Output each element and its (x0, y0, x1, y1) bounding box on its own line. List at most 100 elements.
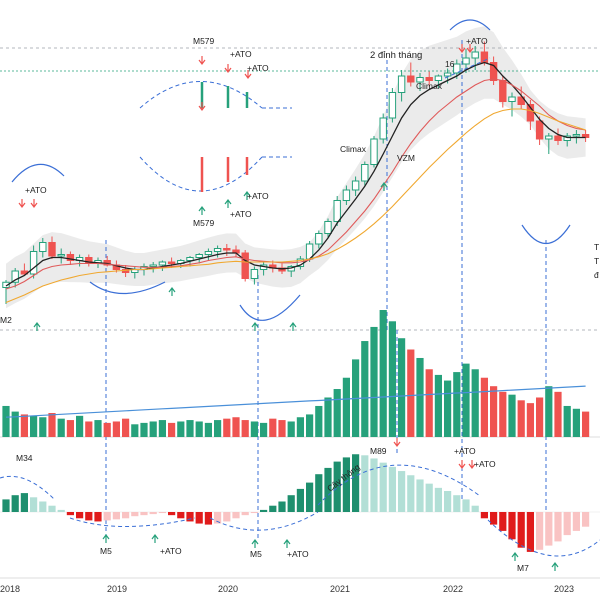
x-tick-2020: 2020 (218, 584, 238, 594)
sell-arrow-icon (198, 102, 206, 111)
volume-bar (57, 418, 65, 437)
histogram-bar (149, 512, 157, 515)
x-tick-2023: 2023 (554, 584, 574, 594)
label-ato-m89-2: +ATO (474, 459, 496, 469)
buy-arrow-icon (251, 539, 259, 548)
label-right-t2: T (594, 256, 599, 266)
label-ato-top-1: +ATO (230, 49, 252, 59)
label-m89: M89 (370, 446, 387, 456)
histogram-bar (361, 455, 369, 512)
histogram-bar (2, 499, 10, 512)
candle-body (195, 254, 203, 258)
histogram-bar (250, 512, 258, 514)
candle-body (48, 242, 56, 257)
histogram-bar (76, 512, 84, 519)
candle-body (508, 96, 516, 102)
candle-body (545, 135, 553, 140)
volume-bar (269, 418, 277, 437)
candle-body (315, 233, 323, 245)
volume-bar (434, 374, 442, 437)
volume-bar (204, 422, 212, 437)
volume-bar (536, 397, 544, 437)
volume-bar (416, 357, 424, 437)
histogram-bar (536, 512, 544, 550)
histogram-bar (39, 501, 47, 512)
candle-body (434, 75, 443, 81)
histogram-bar (223, 512, 231, 522)
volume-bar (223, 418, 231, 437)
buy-arrow-icon (33, 322, 41, 331)
histogram-bar (20, 493, 28, 512)
candle-body (39, 242, 47, 252)
volume-bar (260, 422, 268, 437)
volume-bar (168, 422, 176, 437)
candle-body (499, 80, 507, 102)
volume-bar (278, 420, 286, 437)
volume-bar (112, 421, 120, 437)
volume-bar (250, 421, 258, 437)
label-vzm: VZM (397, 153, 415, 163)
label-right-t1: T (594, 242, 599, 252)
annotation-drawings (0, 19, 600, 571)
volume-bar (462, 363, 470, 437)
x-tick-2019: 2019 (107, 584, 127, 594)
volume-bar (306, 414, 314, 437)
momentum-histogram (2, 454, 590, 552)
volume-bar (554, 391, 562, 437)
candle-body (333, 200, 341, 222)
candle-body (342, 189, 351, 201)
label-ato-m5-2: +ATO (287, 549, 309, 559)
sell-arrow-icon (468, 460, 476, 469)
hist-curve-m5-2 (209, 511, 319, 531)
arc-bottom-dashed (139, 156, 263, 192)
volume-bar (94, 420, 102, 437)
candle-body (158, 261, 167, 266)
volume-bar (177, 421, 185, 437)
candle-body (250, 269, 259, 279)
candle-body (2, 281, 10, 288)
candle-body (526, 104, 535, 122)
volume-bar (490, 386, 498, 437)
volume-bar (324, 397, 332, 437)
label-m579-top: M579 (193, 36, 215, 46)
candle-body (370, 138, 378, 165)
sell-arrow-icon (244, 70, 252, 79)
volume-bar (342, 377, 350, 437)
candle-body (278, 267, 286, 272)
volume-bar (370, 326, 378, 437)
histogram-bar (57, 509, 65, 512)
buy-arrow-icon (251, 322, 259, 331)
volume-bar (388, 321, 396, 437)
candle-body (388, 92, 397, 119)
sell-arrow-icon (393, 438, 401, 447)
candle-body (149, 264, 157, 267)
volume-bar (149, 421, 157, 437)
buy-arrow-icon (283, 539, 291, 548)
histogram-bar (131, 512, 139, 517)
label-m7: M7 (517, 563, 529, 573)
candle-body (471, 51, 479, 59)
arc-top-dashed (139, 81, 263, 109)
volume-bar (499, 391, 507, 437)
histogram-bar (480, 512, 488, 519)
histogram-bar (425, 483, 433, 512)
candle-body (66, 254, 75, 261)
moving-averages (5, 61, 586, 304)
trough-curve-2019 (89, 281, 166, 295)
histogram-bar (177, 512, 185, 519)
histogram-bar (112, 512, 120, 520)
candle-body (407, 75, 415, 83)
hist-curve-m89 (317, 464, 481, 506)
histogram-bar (287, 495, 295, 512)
label-m34: M34 (16, 453, 33, 463)
histogram-bar (416, 479, 424, 512)
volume-bar (545, 386, 553, 437)
candle-body (416, 77, 424, 83)
histogram-bar (195, 512, 203, 524)
price-candles (2, 41, 590, 304)
histogram-bar (388, 466, 396, 512)
histogram-bar (306, 482, 314, 512)
histogram-bar (352, 454, 360, 512)
histogram-bar (66, 512, 74, 516)
